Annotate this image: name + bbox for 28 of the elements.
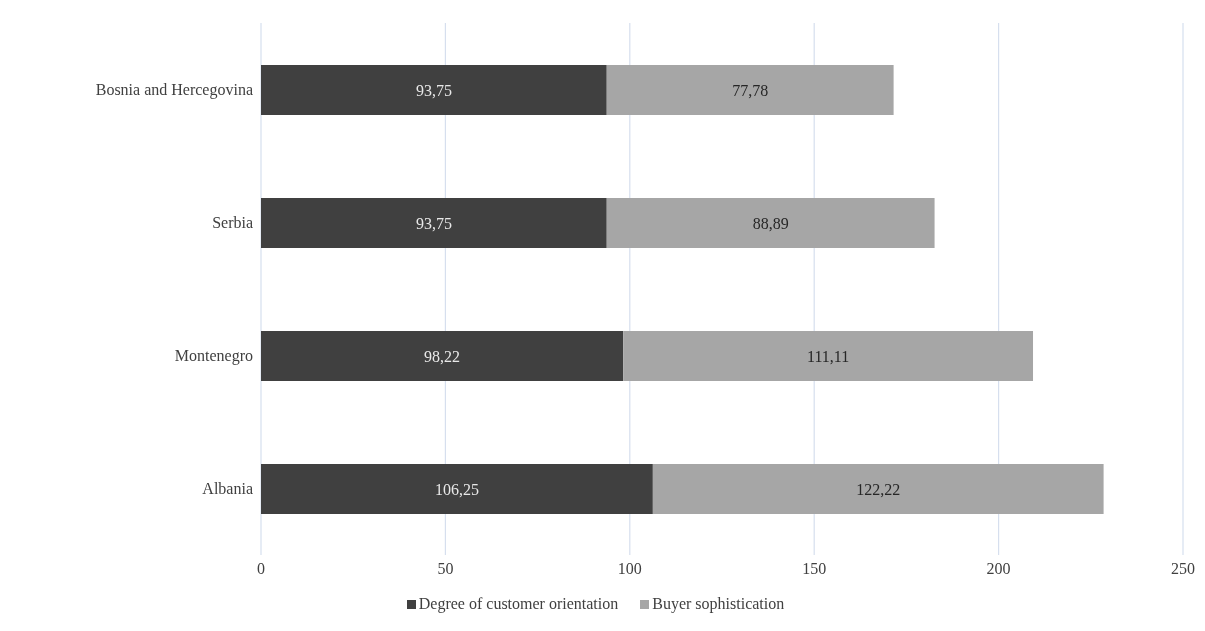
data-label: 88,89 — [752, 215, 789, 232]
data-label: 106,25 — [434, 481, 479, 498]
bar — [261, 331, 624, 381]
x-tick-label: 200 — [986, 560, 1011, 578]
x-tick-label: 50 — [437, 560, 454, 578]
bar — [261, 65, 607, 115]
bar — [261, 198, 607, 248]
bar — [606, 198, 935, 248]
bar — [261, 464, 653, 514]
legend-label: Buyer sophistication — [652, 595, 785, 613]
x-tick-label: 150 — [802, 560, 827, 578]
bar — [606, 65, 894, 115]
x-tick-label: 250 — [1171, 560, 1195, 578]
y-tick-label: Montenegro — [174, 347, 253, 366]
y-tick-label: Albania — [202, 480, 253, 498]
data-label: 93,75 — [415, 215, 452, 232]
data-label: 111,11 — [807, 348, 850, 365]
bar — [652, 464, 1104, 514]
y-tick-label: Serbia — [212, 214, 253, 232]
y-tick-label: Bosnia and Hercegovina — [95, 81, 253, 100]
legend-label: Degree of customer orientation — [418, 595, 619, 613]
data-label: 122,22 — [856, 481, 901, 498]
bar — [623, 331, 1034, 381]
x-tick-label: 0 — [257, 560, 265, 578]
data-label: 77,78 — [732, 82, 769, 99]
data-label: 93,75 — [415, 82, 452, 99]
data-label: 98,22 — [424, 348, 461, 365]
x-tick-label: 100 — [617, 560, 642, 578]
